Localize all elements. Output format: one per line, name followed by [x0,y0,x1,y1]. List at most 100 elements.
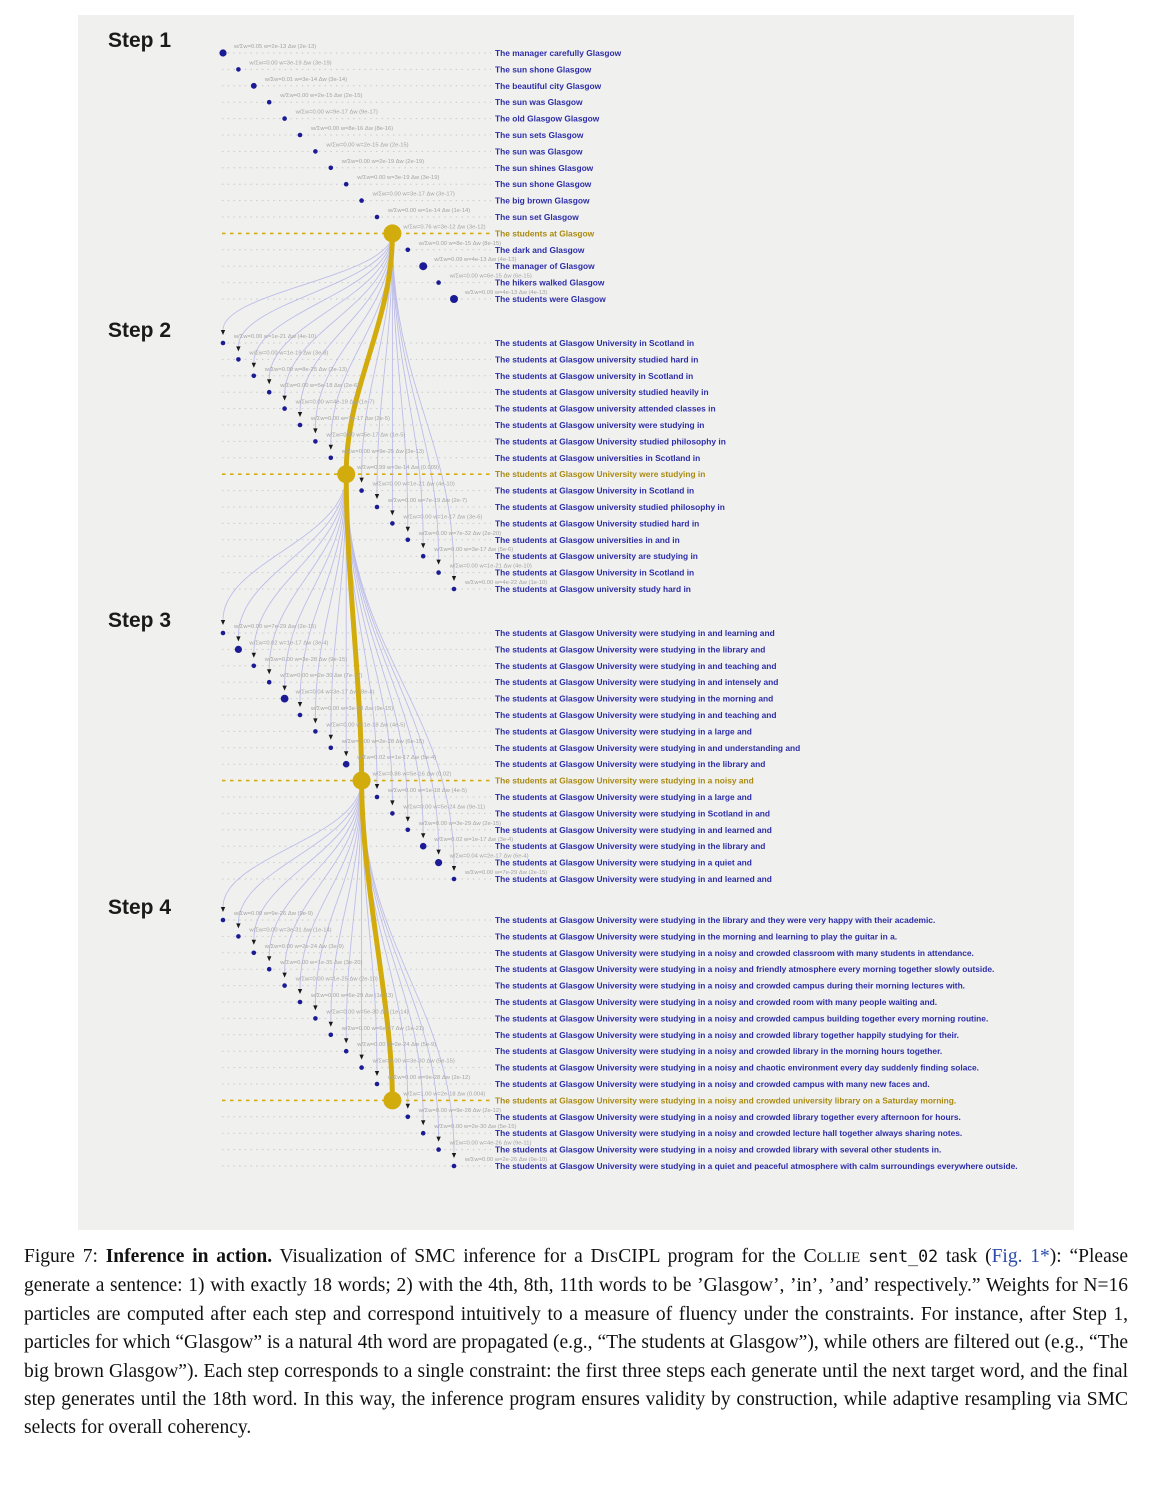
resample-arrow-icon [344,751,349,757]
particle-sentence: The students at Glasgow University were … [495,1046,942,1056]
particle-sentence: The students at Glasgow University in Sc… [495,486,694,496]
particle-dot [405,827,411,833]
particle-dot [219,49,227,57]
resample-arrow-icon [220,330,226,335]
lineage-curve [268,780,363,957]
particle-dot [390,521,395,526]
particle-sentence: The hikers walked Glasgow [495,278,605,288]
particle-sentence: The manager of Glasgow [495,261,595,271]
particle-weight-label: w/Σw=0.02 w=1e-17 Δw (3e-4) [248,640,328,646]
resample-arrow-icon [236,346,241,352]
resample-arrow-icon [220,907,226,912]
particle-dot [266,679,272,685]
particle-sentence: The sun was Glasgow [495,146,583,156]
particle-sentence: The students at Glasgow University were … [495,694,773,704]
lineage-curve [330,780,363,1022]
smc-inference-figure: w/Σw=0.05 w=2e-13 Δw (2e-13) w/Σw=0.00 w=… [78,15,1074,1230]
particle-dot [419,262,428,271]
resample-arrow-icon [436,1136,441,1142]
resample-arrow-icon [374,784,380,789]
lineage-curve [253,780,363,940]
particle-sentence: The students at Glasgow University in Sc… [495,568,694,578]
particle-sentence: The students at Glasgow University were … [495,710,777,720]
particle-dot [328,1032,334,1038]
particle-weight-label: w/Σw=0.00 w=4e-19 Δw (1e-7) [295,400,375,406]
resample-arrow-icon [328,444,333,450]
resample-arrow-icon [390,510,395,516]
particle-dot [405,537,411,543]
particle-weight-label: w/Σw=0.00 w=5e-24 Δw (9e-11) [402,804,485,810]
particle-weight-label: w/Σw=0.86 w=5e-16 Δw (0.02) [372,772,452,778]
particle-dot [419,842,427,850]
resample-arrow-icon [405,526,410,532]
particle-weight-label: w/Σw=0.00 w=9e-28 Δw (2e-12) [418,1108,501,1114]
resample-arrow-icon [297,989,303,994]
particle-dot [374,504,380,510]
particle-sentence: The students at Glasgow University were … [495,726,752,736]
resample-arrow-icon [390,800,395,806]
particle-weight-label: w/Σw=0.00 w=5e-17 Δw (1e-5) [325,432,405,438]
lineage-curve [299,233,393,413]
resample-arrow-icon [297,702,303,707]
resample-arrow-icon [421,833,426,839]
resample-arrows [220,330,457,1158]
particle-weight-label: w/Σw=0.00 w=7e-29 Δw (2e-15) [233,624,316,630]
step-label: Step 4 [108,896,171,919]
particle-sentence: The beautiful city Glasgow [495,81,602,91]
particle-sentence: The sun sets Glasgow [495,130,584,140]
particle-weight-label: w/Σw=0.00 w=7e-17 Δw (2e-5) [310,416,390,422]
resample-arrow-icon [359,1054,364,1060]
particle-dot [405,1114,411,1120]
particle-sentence: The big brown Glasgow [495,196,590,206]
particle-weight-label: w/Σw=0.00 w=3e-28 Δw (9e-15) [264,657,347,663]
particle-dot [297,422,303,428]
particle-dot [220,340,226,346]
particle-sentence: The students at Glasgow university studi… [495,502,725,512]
particle-dot [297,132,303,138]
particle-weight-label: w/Σw=0.02 w=1e-17 Δw (5e-4) [356,755,436,761]
lineage-curve [222,474,347,621]
particle-sentence: The students at Glasgow University were … [495,1112,961,1122]
particle-sentence: The dark and Glasgow [495,245,585,255]
particle-dot [266,389,272,395]
leader-lines [222,52,491,1167]
caption-segment-plain: task ( [938,1246,992,1267]
particle-weight-label: w/Σw=0.00 w=6e-37 Δw (1e-21) [341,1026,424,1032]
caption-segment-sc: IS [604,1250,619,1266]
particle-dot [343,1048,349,1054]
particle-dot [436,1147,441,1152]
particle-sentence: The students at Glasgow University were … [495,808,770,818]
particle-weight-label: w/Σw=0.00 w=5e-30 Δw (1e-14) [325,1009,408,1015]
particle-weight-label: w/Σw=0.00 w=3e-19 Δw (3e-19) [248,60,331,66]
particle-weight-label: w/Σw=0.00 w=2e-15 Δw (2e-15) [279,93,362,99]
particle-dot [374,794,380,800]
resample-arrow-icon [344,1038,349,1044]
particle-weight-label: w/Σw=0.00 w=3e-29 Δw (2e-15) [418,821,501,827]
resample-arrow-icon [282,972,287,978]
particle-dot [420,553,426,559]
resample-arrow-icon [251,652,256,658]
particle-dot [234,645,242,654]
particle-sentence: The students at Glasgow University were … [495,997,937,1007]
particle-weight-label: w/Σw=0.00 w=4e-22 Δw (1e-10) [464,580,547,586]
resample-arrow-icon [436,849,441,855]
resample-arrow-icon [267,956,272,962]
particle-sentence: The manager carefully Glasgow [495,48,622,58]
particle-sentence: The students at Glasgow University were … [495,792,752,802]
particle-dot [451,1163,457,1169]
resample-arrow-icon [405,1103,410,1109]
particle-weight-label: w/Σw=0.00 w=7e-19 Δw (2e-7) [387,498,467,504]
resample-arrow-icon [451,866,457,871]
resample-arrow-icon [328,1021,333,1027]
particle-dot [220,630,226,636]
particle-dots [219,49,458,1169]
lineage-curve [284,474,347,686]
lineage-curve [284,233,393,396]
particle-weight-label: w/Σw=0.00 w=6e-15 Δw (6e-15) [449,274,532,280]
particle-dot [251,950,257,956]
lineage-curve [268,233,393,380]
lineage-curve [299,780,363,990]
particle-weight-label: w/Σw=0.00 w=1e-18 Δw (4e-5) [387,788,467,794]
caption-segment-link[interactable]: Fig. 1* [991,1246,1050,1267]
lineage-curve [222,780,363,908]
